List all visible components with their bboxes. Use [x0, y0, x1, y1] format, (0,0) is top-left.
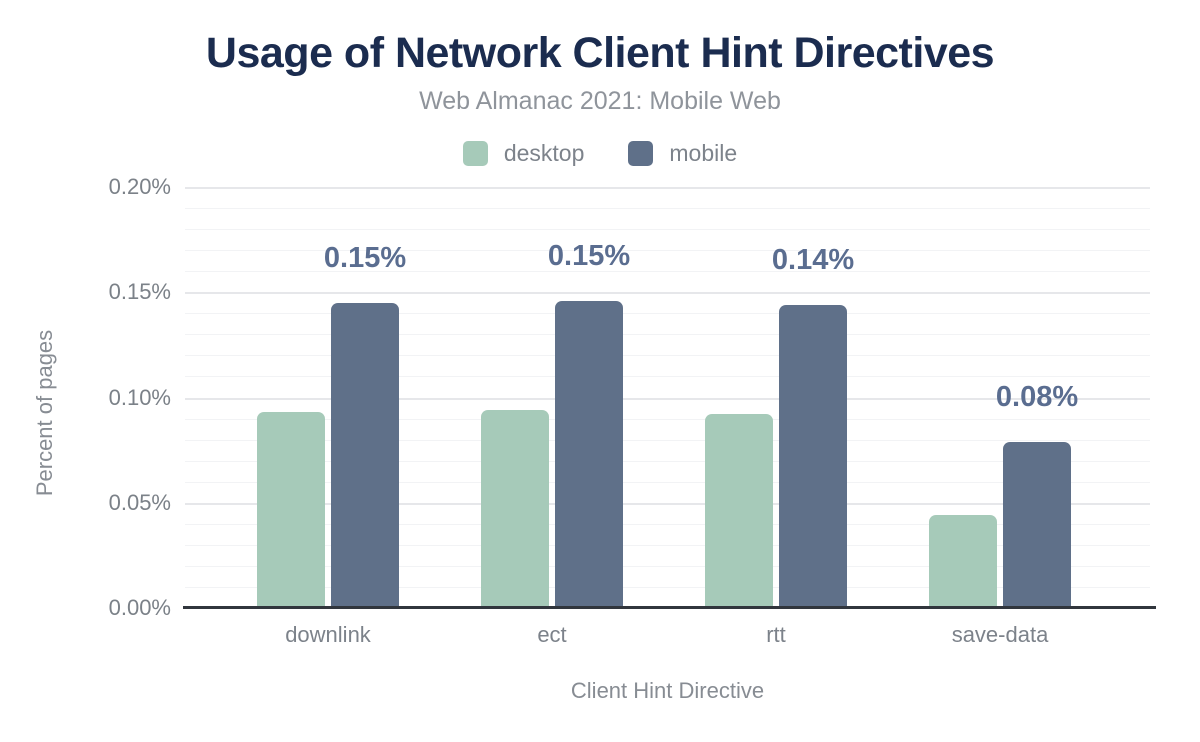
minor-gridline — [185, 250, 1150, 252]
legend-label-mobile: mobile — [669, 140, 738, 166]
minor-gridline — [185, 313, 1150, 315]
minor-gridline — [185, 586, 1150, 588]
major-gridline — [185, 187, 1150, 189]
legend-item-mobile: mobile — [628, 140, 737, 167]
y-tick-label: 0.05% — [108, 489, 171, 515]
bar-desktop-downlink — [257, 412, 325, 608]
minor-gridline — [185, 208, 1150, 210]
minor-gridline — [185, 271, 1150, 273]
chart-title: Usage of Network Client Hint Directives — [205, 29, 995, 77]
x-tick-label-downlink: downlink — [285, 622, 371, 647]
legend-swatch-mobile — [628, 141, 654, 166]
bar-mobile-ect — [555, 300, 623, 608]
y-tick-label: 0.00% — [108, 595, 171, 620]
bar-group-rtt — [705, 187, 847, 608]
minor-gridline — [185, 523, 1150, 525]
plot-area: 0.15% 0.15% 0.14% 0.08% — [183, 187, 1156, 609]
x-tick-label-ect: ect — [537, 622, 567, 647]
minor-gridline — [185, 334, 1150, 336]
major-gridline — [185, 502, 1150, 505]
minor-gridline — [185, 439, 1150, 441]
major-gridline — [185, 292, 1150, 295]
bar-group-downlink — [257, 187, 399, 608]
y-tick-label: 0.15% — [108, 279, 171, 305]
bar-mobile-downlink — [331, 302, 399, 608]
bar-desktop-rtt — [705, 414, 773, 608]
x-tick-label-save-data: save-data — [951, 622, 1049, 647]
chart-legend: desktop mobile — [0, 140, 1200, 167]
minor-gridline — [185, 565, 1150, 567]
chart-subtitle: Web Almanac 2021: Mobile Web — [419, 87, 781, 115]
minor-gridline — [185, 481, 1150, 483]
bar-value-label-downlink: 0.15% — [323, 241, 407, 274]
minor-gridline — [185, 355, 1150, 357]
bar-mobile-rtt — [779, 304, 847, 608]
minor-gridline — [185, 544, 1150, 546]
bar-group-ect — [481, 187, 623, 608]
minor-gridline — [185, 229, 1150, 231]
minor-gridline — [185, 460, 1150, 462]
x-tick-label-rtt: rtt — [766, 622, 786, 647]
legend-item-desktop: desktop — [462, 140, 585, 167]
legend-label-desktop: desktop — [503, 140, 585, 166]
major-gridline — [185, 397, 1150, 400]
legend-swatch-desktop — [462, 141, 488, 166]
bar-value-label-rtt: 0.14% — [771, 243, 855, 276]
bar-desktop-save-data — [929, 515, 997, 608]
y-axis-title: Percent of pages — [32, 329, 57, 497]
minor-gridline — [185, 418, 1150, 420]
x-axis-title: Client Hint Directive — [570, 678, 765, 703]
bar-value-label-save-data: 0.08% — [995, 380, 1079, 413]
minor-gridline — [185, 376, 1150, 378]
bar-desktop-ect — [481, 410, 549, 608]
y-tick-label: 0.10% — [108, 384, 171, 410]
x-axis-baseline — [183, 606, 1156, 609]
y-tick-label: 0.20% — [108, 174, 171, 199]
bar-group-save-data — [929, 187, 1071, 608]
bar-value-label-ect: 0.15% — [547, 239, 631, 272]
bar-mobile-save-data — [1003, 441, 1071, 608]
